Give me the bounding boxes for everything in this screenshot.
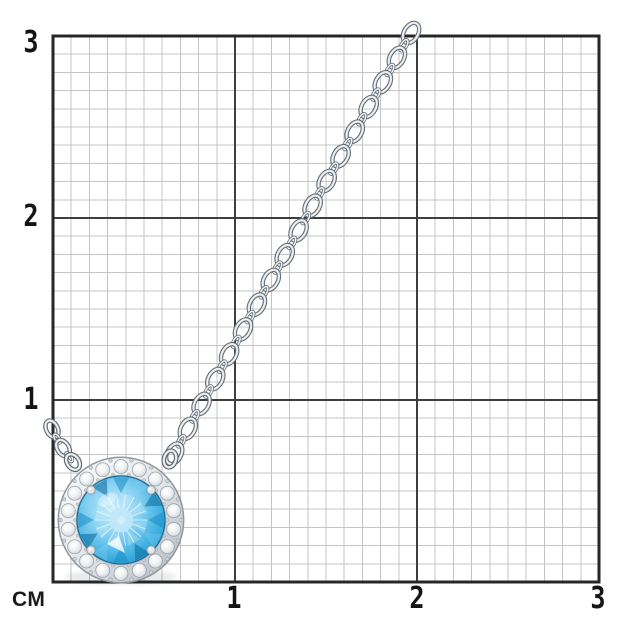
y-axis-label-1cm: 1 xyxy=(23,382,39,417)
y-axis-label-2cm: 2 xyxy=(23,199,39,234)
millimeter-grid xyxy=(51,34,601,584)
unit-label-cm: СМ xyxy=(12,588,46,611)
halo-pendant xyxy=(57,448,185,584)
y-axis-label-3cm: 3 xyxy=(23,25,39,60)
x-axis-label-3cm: 3 xyxy=(590,581,606,616)
x-axis-label-1cm: 1 xyxy=(226,581,242,616)
x-axis-label-2cm: 2 xyxy=(409,581,425,616)
